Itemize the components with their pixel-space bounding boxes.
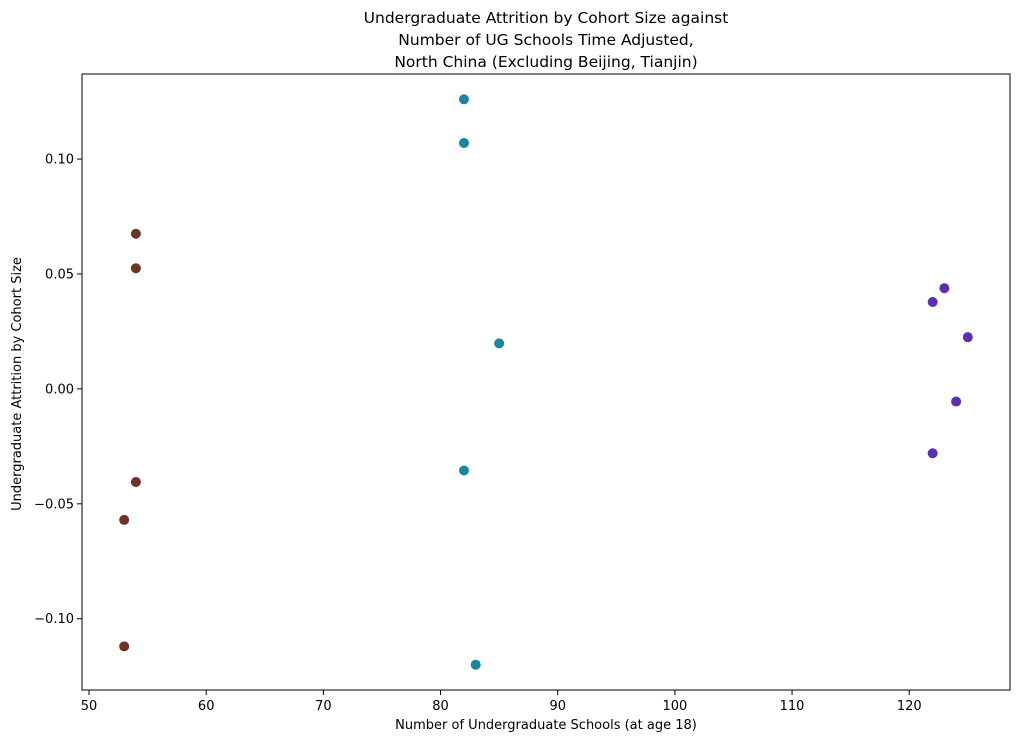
- data-point-series-1: [130, 476, 141, 487]
- data-points: [119, 94, 973, 670]
- data-point-series-3: [927, 448, 938, 459]
- x-tick-label: 70: [315, 699, 332, 714]
- y-axis: −0.10 −0.05 0.00 0.05 0.10: [34, 153, 82, 627]
- data-point-series-3: [951, 396, 962, 407]
- y-tick-label: −0.10: [34, 612, 74, 627]
- x-axis: 50 60 70 80 90 100 110 120: [81, 690, 922, 714]
- plot-area-frame: [81, 73, 1011, 691]
- chart-title: Undergraduate Attrition by Cohort Size a…: [364, 9, 729, 71]
- x-tick-label: 100: [662, 699, 687, 714]
- y-tick-label: 0.10: [45, 153, 74, 168]
- x-axis-label: Number of Undergraduate Schools (at age …: [395, 718, 697, 733]
- chart-title-line-2: Number of UG Schools Time Adjusted,: [398, 31, 693, 49]
- x-tick-label: 60: [198, 699, 215, 714]
- data-point-series-1: [130, 263, 141, 274]
- x-tick-label: 110: [780, 699, 805, 714]
- y-axis-label: Undergraduate Attrition by Cohort Size: [10, 257, 25, 511]
- data-point-series-3: [939, 283, 950, 294]
- y-tick-label: 0.00: [45, 382, 74, 397]
- x-tick-label: 90: [549, 699, 566, 714]
- data-point-series-1: [119, 641, 130, 652]
- data-point-series-3: [927, 297, 938, 308]
- x-tick-label: 50: [81, 699, 98, 714]
- data-point-series-2: [458, 465, 469, 476]
- data-point-series-1: [130, 228, 141, 239]
- data-point-series-2: [470, 659, 481, 670]
- data-point-series-3: [962, 332, 973, 343]
- x-tick-label: 120: [897, 699, 922, 714]
- chart-title-line-3: North China (Excluding Beijing, Tianjin): [394, 53, 697, 71]
- data-point-series-2: [494, 338, 505, 349]
- y-tick-label: 0.05: [45, 267, 74, 282]
- data-point-series-1: [119, 514, 130, 525]
- y-tick-label: −0.05: [34, 497, 74, 512]
- data-point-series-2: [458, 94, 469, 105]
- x-tick-label: 80: [432, 699, 449, 714]
- data-point-series-2: [458, 137, 469, 148]
- chart-title-line-1: Undergraduate Attrition by Cohort Size a…: [364, 9, 729, 27]
